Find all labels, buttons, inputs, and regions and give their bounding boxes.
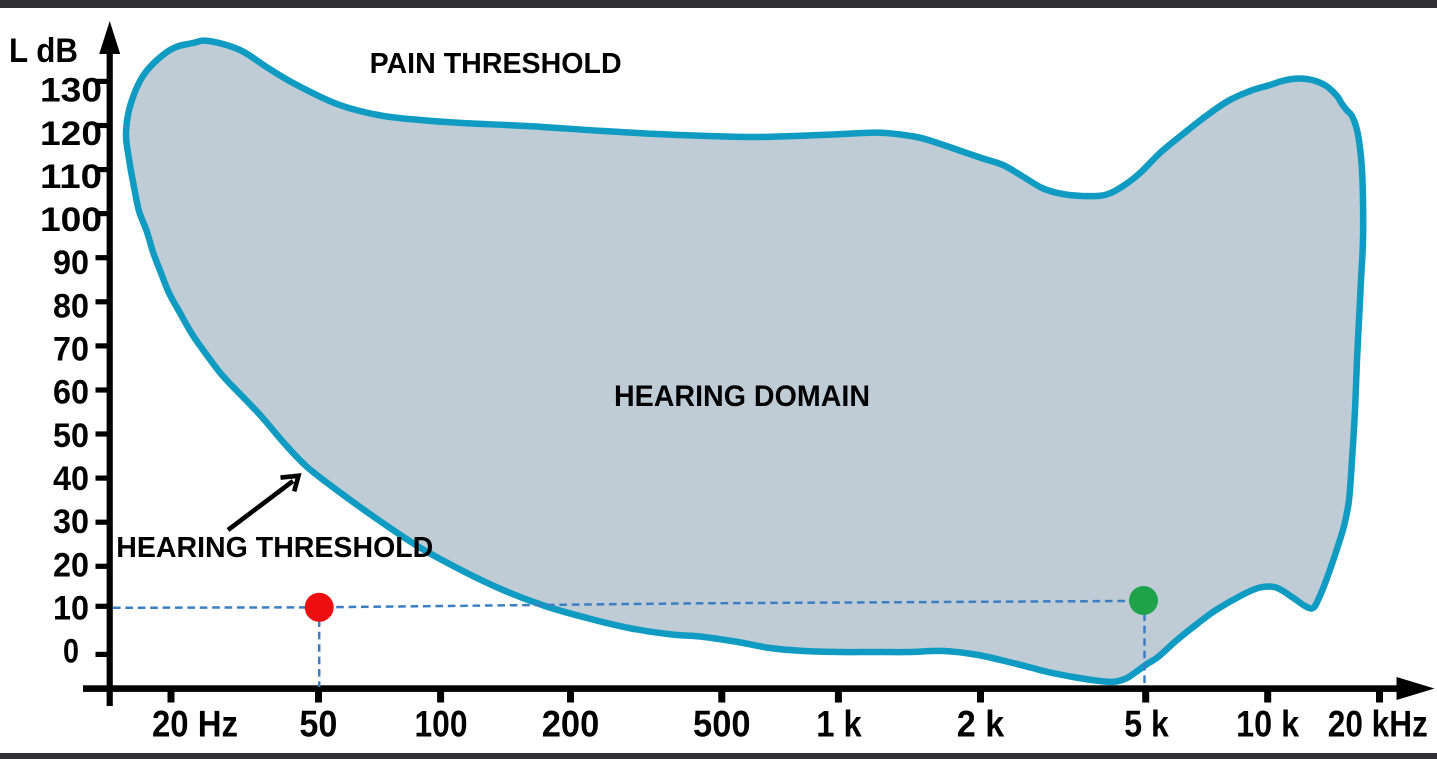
svg-text:L dB: L dB (9, 32, 78, 70)
svg-text:2 k: 2 k (957, 704, 1005, 745)
svg-text:60: 60 (53, 374, 89, 412)
svg-text:80: 80 (53, 287, 89, 325)
svg-text:90: 90 (53, 244, 89, 282)
svg-text:10: 10 (53, 590, 89, 628)
svg-text:50: 50 (299, 704, 337, 745)
svg-text:30: 30 (53, 503, 89, 541)
svg-text:20: 20 (53, 546, 89, 584)
svg-text:70: 70 (53, 331, 89, 369)
svg-text:5 k: 5 k (1124, 704, 1169, 745)
svg-text:20 Hz: 20 Hz (152, 704, 238, 745)
svg-text:500: 500 (693, 704, 751, 745)
svg-text:HEARING THRESHOLD: HEARING THRESHOLD (116, 532, 433, 564)
svg-text:HEARING DOMAIN: HEARING DOMAIN (614, 380, 870, 413)
svg-text:130: 130 (40, 72, 102, 110)
svg-text:20 kHz: 20 kHz (1328, 704, 1428, 745)
svg-text:0: 0 (63, 633, 79, 671)
svg-text:100: 100 (40, 201, 102, 239)
svg-text:200: 200 (542, 704, 600, 745)
svg-text:10 k: 10 k (1236, 704, 1299, 745)
svg-text:100: 100 (415, 704, 468, 745)
svg-text:1 k: 1 k (816, 704, 862, 745)
svg-text:40: 40 (53, 460, 89, 498)
svg-text:110: 110 (40, 158, 102, 196)
svg-text:50: 50 (53, 417, 89, 455)
svg-text:120: 120 (40, 115, 102, 153)
svg-text:PAIN THRESHOLD: PAIN THRESHOLD (370, 48, 622, 80)
